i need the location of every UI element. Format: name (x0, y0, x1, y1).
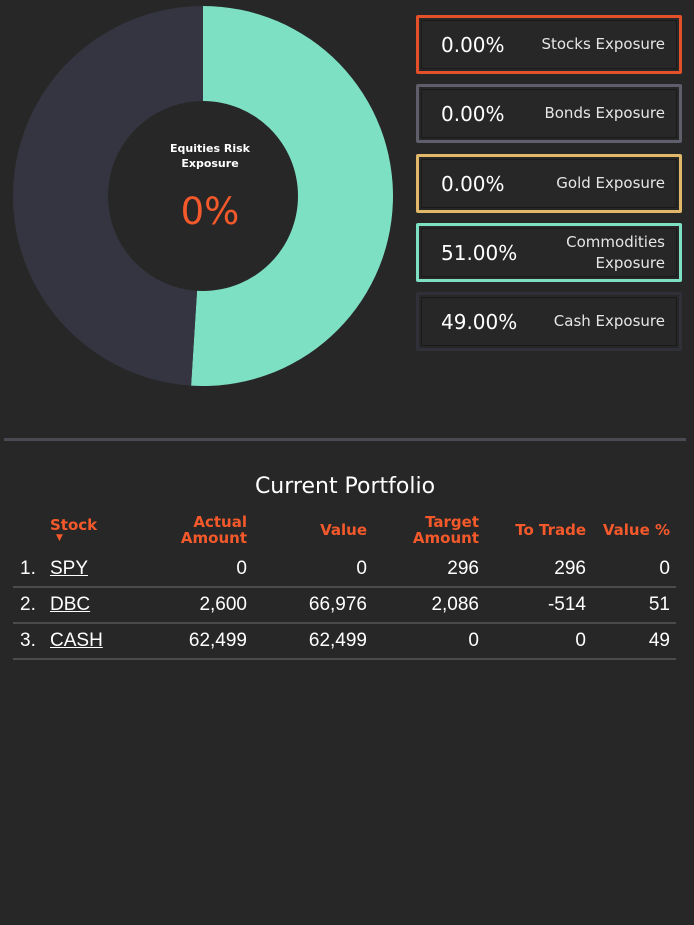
table-row: 2. DBC 2,600 66,976 2,086 -514 51 (13, 587, 676, 624)
section-divider (4, 438, 686, 441)
value-pct-cell: 0 (592, 552, 676, 588)
stocks-exposure-label: Stocks Exposure (541, 35, 665, 53)
actual-amount-column-header[interactable]: Actual Amount (135, 512, 253, 552)
cash-exposure-card: 49.00% Cash Exposure (416, 292, 682, 351)
target-amount-header-label: Target Amount (412, 513, 479, 547)
gold-exposure-value: 0.00% (441, 171, 505, 196)
stocks-exposure-card: 0.00% Stocks Exposure (416, 15, 682, 74)
donut-svg (12, 6, 393, 386)
stock-link-dbc[interactable]: DBC (50, 594, 91, 615)
donut-slice-cash (12, 6, 204, 386)
stock-symbol-cell: DBC (50, 587, 135, 624)
bonds-exposure-label: Bonds Exposure (544, 104, 665, 122)
value-column-header[interactable]: Value (253, 512, 373, 552)
bonds-exposure-card: 0.00% Bonds Exposure (416, 84, 682, 143)
table-header-row: Stock ▼ Actual Amount Value Target Amoun… (13, 512, 676, 552)
stock-symbol-cell: CASH (50, 623, 135, 660)
portfolio-title: Current Portfolio (254, 474, 436, 499)
to-trade-header-label: To Trade (515, 521, 586, 539)
value-cell: 66,976 (253, 587, 373, 624)
cash-exposure-value: 49.00% (441, 309, 518, 334)
actual-amount-cell: 62,499 (135, 623, 253, 660)
stock-link-spy[interactable]: SPY (50, 558, 89, 579)
stock-link-cash[interactable]: CASH (50, 630, 103, 651)
target-amount-column-header[interactable]: Target Amount (373, 512, 485, 552)
row-index: 3. (13, 623, 50, 660)
actual-amount-cell: 0 (135, 552, 253, 588)
target-amount-cell: 0 (373, 623, 485, 660)
cash-exposure-label: Cash Exposure (553, 312, 665, 330)
table-row: 3. CASH 62,499 62,499 0 0 49 (13, 623, 676, 660)
bonds-exposure-value: 0.00% (441, 101, 505, 126)
value-pct-header-label: Value % (602, 521, 670, 539)
target-amount-cell: 296 (373, 552, 485, 588)
to-trade-column-header[interactable]: To Trade (485, 512, 592, 552)
row-index: 2. (13, 587, 50, 624)
gold-exposure-label: Gold Exposure (556, 174, 665, 192)
stocks-exposure-value: 0.00% (441, 32, 505, 57)
value-pct-column-header[interactable]: Value % (592, 512, 676, 552)
value-cell: 0 (253, 552, 373, 588)
donut-center-label: Equities Risk Exposure (170, 142, 250, 170)
equities-risk-donut-chart: Equities Risk Exposure 0% (0, 0, 410, 400)
stock-symbol-cell: SPY (50, 552, 135, 588)
actual-amount-header-label: Actual Amount (180, 513, 247, 547)
commodities-exposure-card: 51.00% Commodities Exposure (416, 223, 682, 282)
to-trade-cell: 296 (485, 552, 592, 588)
stock-header-label: Stock (50, 516, 98, 534)
table-row: 1. SPY 0 0 296 296 0 (13, 552, 676, 588)
portfolio-table: Stock ▼ Actual Amount Value Target Amoun… (13, 512, 676, 660)
value-pct-cell: 49 (592, 623, 676, 660)
donut-center-value: 0% (180, 190, 240, 233)
to-trade-cell: 0 (485, 623, 592, 660)
commodities-exposure-value: 51.00% (441, 240, 518, 265)
to-trade-cell: -514 (485, 587, 592, 624)
gold-exposure-card: 0.00% Gold Exposure (416, 154, 682, 213)
donut-hole (108, 101, 298, 291)
value-pct-cell: 51 (592, 587, 676, 624)
sort-descending-icon: ▼ (56, 533, 63, 543)
actual-amount-cell: 2,600 (135, 587, 253, 624)
commodities-exposure-label: Commodities Exposure (566, 232, 665, 272)
stock-column-header[interactable]: Stock ▼ (50, 512, 135, 552)
row-index: 1. (13, 552, 50, 588)
value-header-label: Value (320, 521, 367, 539)
index-header (13, 512, 50, 552)
value-cell: 62,499 (253, 623, 373, 660)
target-amount-cell: 2,086 (373, 587, 485, 624)
